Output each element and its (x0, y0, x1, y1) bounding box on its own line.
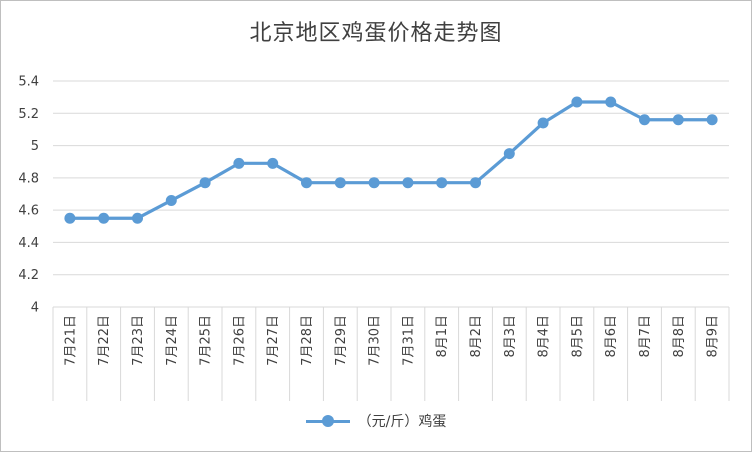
y-axis-ticks: 4 4.2 4.4 4.6 4.8 5 5.2 5.4 (18, 75, 39, 316)
x-tick-label: 8月9日 (706, 315, 721, 358)
x-tick-label: 8月5日 (570, 315, 585, 358)
y-tick-label: 4.8 (18, 171, 39, 186)
x-tick-label: 8月7日 (638, 315, 653, 358)
x-tick-label: 7月24日 (165, 315, 180, 366)
x-tick-label: 7月30日 (368, 315, 383, 366)
data-point (199, 177, 211, 189)
data-point (165, 194, 177, 206)
data-point (233, 157, 245, 169)
data-point (436, 177, 448, 189)
legend-swatch (305, 414, 350, 428)
data-point (639, 114, 650, 126)
x-tick-label: 7月29日 (334, 315, 349, 366)
y-tick-label: 4 (31, 301, 39, 316)
data-point (402, 177, 414, 189)
data-point (605, 96, 617, 108)
data-point (503, 148, 515, 160)
x-tick-label: 7月28日 (300, 315, 315, 366)
data-point (64, 212, 76, 224)
data-point (301, 177, 312, 189)
y-tick-label: 4.2 (18, 268, 39, 283)
x-tick-label: 8月8日 (672, 315, 687, 358)
data-point (706, 114, 718, 126)
y-tick-label: 4.4 (18, 236, 39, 251)
x-tick-label: 8月6日 (604, 315, 619, 358)
x-axis-ticks: 7月21日 7月22日 7月23日 7月24日 7月25日 7月26日 7月27日 7月28日… (63, 315, 720, 366)
chart-title: 北京地区鸡蛋价格走势图 (249, 21, 503, 46)
x-tick-label: 7月27日 (266, 315, 281, 366)
x-tick-label: 7月22日 (97, 315, 112, 366)
data-point (571, 96, 583, 108)
series-line (69, 100, 713, 220)
data-point (132, 212, 143, 224)
x-tick-label: 8月1日 (435, 315, 450, 358)
legend: （元/斤）鸡蛋 (1, 411, 751, 431)
data-point (267, 157, 279, 169)
data-point (98, 212, 110, 224)
legend-label: （元/斤）鸡蛋 (357, 414, 447, 430)
y-tick-label: 5.2 (18, 107, 39, 122)
x-tick-label: 8月2日 (469, 315, 484, 358)
data-point (672, 114, 684, 126)
x-tick-label: 7月23日 (131, 315, 146, 366)
gridlines (52, 80, 730, 401)
series-group (64, 96, 718, 224)
y-tick-label: 4.6 (18, 204, 39, 219)
y-tick-label: 5.4 (18, 75, 39, 90)
y-tick-label: 5 (31, 139, 39, 154)
line-chart: 4 4.2 4.4 4.6 4.8 5 5.2 5.4 7月21日 7月22日 7月23日 7月24… (18, 75, 730, 401)
x-tick-label: 7月21日 (63, 315, 78, 366)
data-point (470, 177, 481, 189)
x-tick-label: 7月25日 (199, 315, 214, 366)
x-tick-label: 8月3日 (503, 315, 518, 358)
x-tick-label: 7月31日 (401, 315, 416, 366)
x-tick-label: 7月26日 (232, 315, 247, 366)
x-tick-label: 8月4日 (537, 315, 552, 358)
data-point (334, 177, 346, 189)
data-point (537, 117, 549, 129)
data-point (368, 177, 380, 189)
